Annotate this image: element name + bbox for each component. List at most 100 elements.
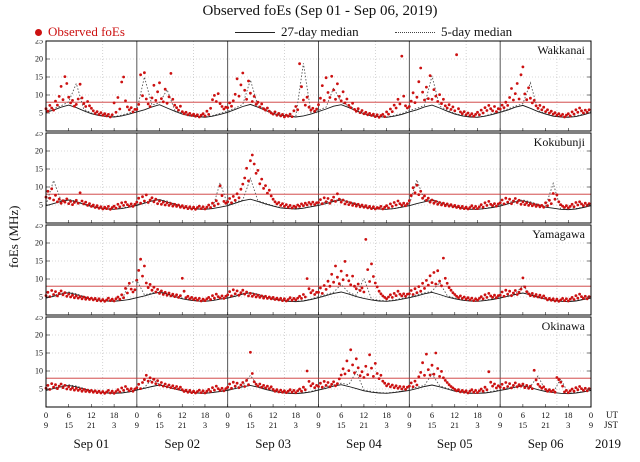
- observed-point: [349, 201, 353, 205]
- observed-point: [517, 97, 521, 101]
- observed-point: [260, 385, 264, 389]
- observed-point: [129, 106, 133, 109]
- observed-point: [105, 298, 108, 302]
- observed-point: [302, 385, 305, 389]
- observed-point: [57, 197, 61, 201]
- observed-point: [290, 206, 294, 210]
- observed-point: [349, 106, 353, 109]
- observed-point: [415, 383, 419, 387]
- observed-point: [443, 276, 447, 280]
- observed-point: [67, 385, 71, 389]
- observed-point: [394, 294, 398, 297]
- observed-point: [322, 380, 326, 383]
- observed-point: [76, 97, 80, 101]
- observed-point: [158, 199, 161, 203]
- observed-point: [171, 97, 175, 101]
- observed-point: [540, 108, 544, 112]
- observed-point: [478, 113, 481, 117]
- observed-point: [530, 387, 534, 390]
- observed-point: [298, 294, 301, 298]
- observed-point: [398, 385, 402, 388]
- observed-point: [59, 289, 63, 293]
- observed-point: [436, 202, 440, 206]
- observed-point: [324, 384, 328, 387]
- observed-point: [356, 202, 360, 206]
- observed-point: [585, 297, 589, 301]
- observed-point: [436, 367, 440, 370]
- observed-point: [220, 105, 224, 108]
- observed-point: [517, 198, 521, 202]
- observed-point: [379, 205, 383, 208]
- observed-point: [126, 291, 129, 295]
- observed-point: [120, 386, 124, 390]
- legend-median5-label: 5-day median: [441, 24, 513, 39]
- observed-point: [205, 109, 209, 113]
- observed-point: [330, 198, 334, 202]
- observed-point: [175, 293, 179, 297]
- observed-point: [466, 296, 470, 300]
- observed-point: [466, 207, 470, 211]
- observed-point: [156, 288, 160, 291]
- chart-title: Observed foEs (Sep 01 - Sep 06, 2019): [202, 3, 438, 19]
- observed-point: [271, 197, 275, 201]
- y-tick-label: 5: [39, 385, 43, 394]
- observed-point: [320, 292, 324, 295]
- observed-point: [578, 200, 581, 204]
- observed-point: [271, 296, 275, 299]
- observed-point: [283, 297, 286, 301]
- observed-point: [220, 386, 224, 390]
- observed-point: [548, 198, 551, 202]
- observed-point: [243, 88, 247, 92]
- observed-point: [116, 388, 120, 392]
- observed-point: [112, 101, 116, 105]
- observed-point: [214, 199, 218, 203]
- observed-point: [254, 295, 258, 299]
- observed-point: [508, 96, 511, 99]
- observed-point: [173, 103, 177, 107]
- observed-point: [578, 292, 581, 296]
- observed-point: [464, 297, 468, 301]
- observed-point: [508, 197, 511, 201]
- observed-point: [258, 296, 262, 299]
- observed-point: [107, 296, 110, 300]
- observed-point: [300, 202, 303, 206]
- observed-point: [557, 112, 561, 116]
- observed-point: [385, 204, 388, 208]
- observed-point: [445, 381, 449, 384]
- observed-point: [580, 387, 583, 390]
- observed-point: [510, 202, 513, 205]
- observed-point: [336, 82, 339, 86]
- observed-point: [230, 386, 233, 390]
- observed-point: [474, 205, 477, 208]
- observed-point: [279, 297, 283, 300]
- observed-point: [80, 199, 84, 203]
- observed-point: [409, 289, 413, 292]
- solid-line-icon: [235, 31, 275, 33]
- observed-point: [160, 97, 163, 100]
- ut-tick-label: 0: [316, 410, 320, 420]
- observed-point: [108, 115, 112, 119]
- observed-point: [565, 389, 568, 392]
- observed-point: [372, 205, 375, 209]
- observed-point: [561, 297, 564, 300]
- observed-point: [512, 98, 515, 102]
- observed-point: [574, 108, 578, 112]
- observed-point: [513, 381, 517, 385]
- observed-point: [112, 204, 116, 208]
- observed-point: [158, 383, 161, 387]
- observed-point: [180, 388, 184, 392]
- observed-point: [65, 294, 69, 298]
- observed-point: [294, 105, 298, 108]
- observed-point: [161, 200, 165, 204]
- observed-point: [110, 389, 114, 393]
- observed-point: [400, 387, 404, 391]
- observed-point: [188, 205, 192, 209]
- observed-point: [277, 201, 281, 204]
- observed-point: [453, 109, 457, 113]
- observed-point: [322, 196, 326, 200]
- observed-point: [502, 202, 506, 206]
- ut-tick-label: 0: [135, 410, 139, 420]
- observed-point: [500, 290, 504, 294]
- observed-point: [118, 390, 122, 394]
- observed-point: [436, 100, 440, 103]
